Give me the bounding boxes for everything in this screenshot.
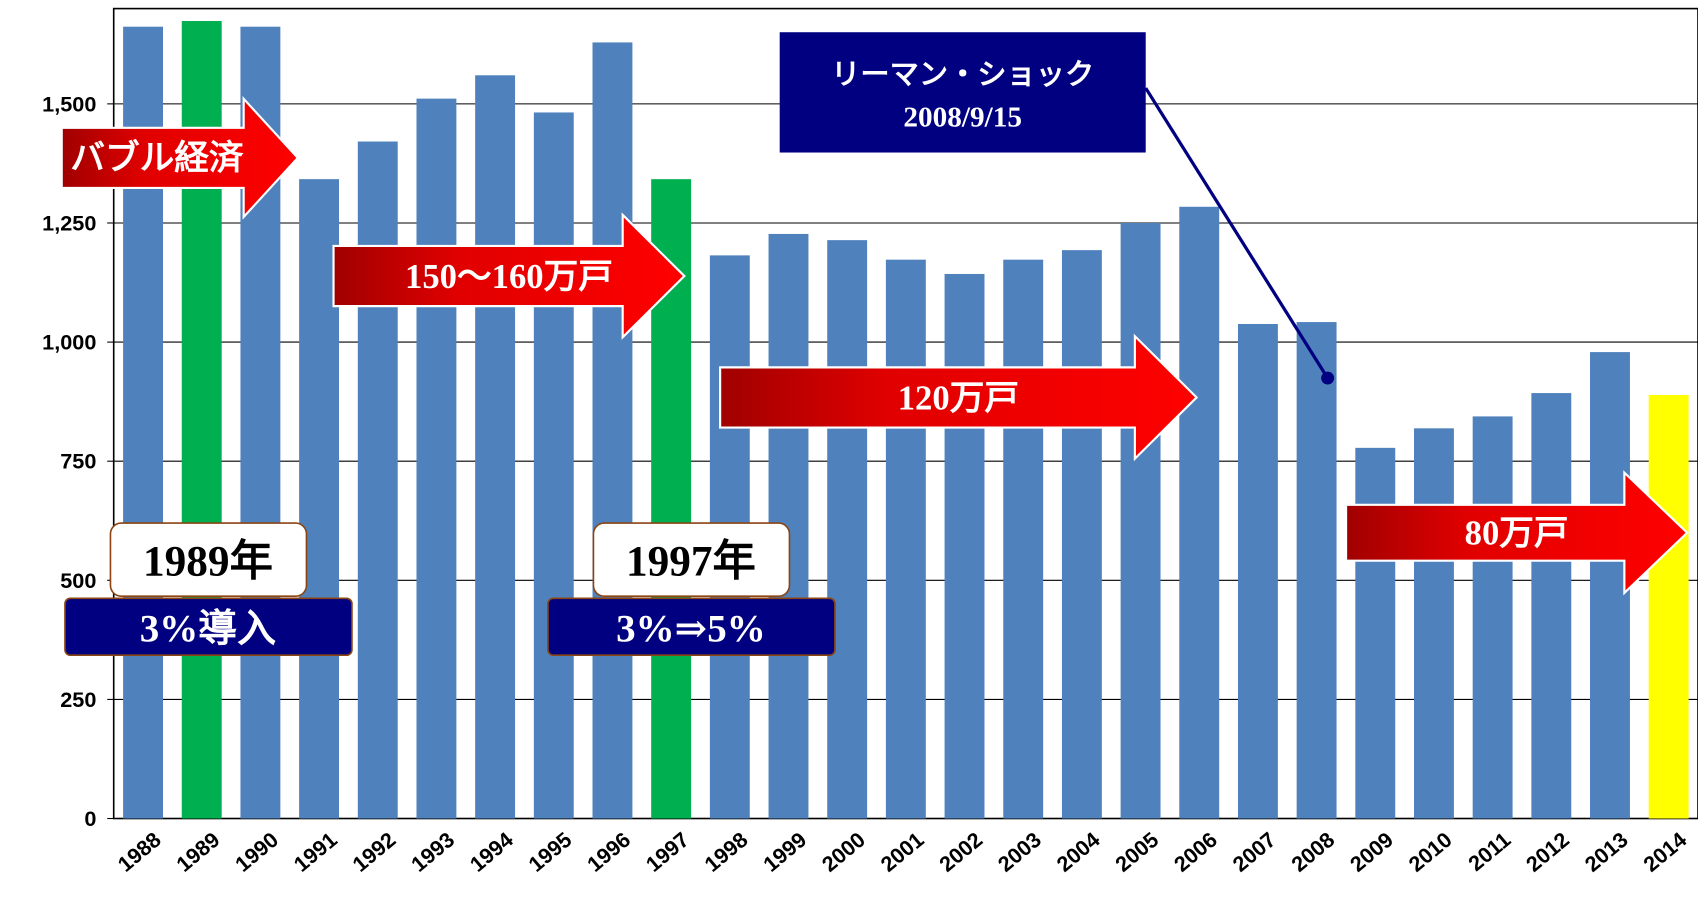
y-tick-label: 1,000	[42, 330, 96, 355]
arrow	[60, 96, 300, 220]
x-tick-label: 2014	[1638, 827, 1691, 877]
bar	[1003, 259, 1044, 819]
bar	[1179, 206, 1220, 819]
x-tick-label: 2009	[1345, 827, 1398, 877]
x-tick-label: 2000	[817, 827, 870, 877]
x-tick-label: 1988	[113, 827, 166, 877]
arrow-label: 150～160万戸	[405, 258, 613, 296]
bar	[533, 112, 574, 819]
bar	[416, 98, 457, 819]
y-tick-label: 500	[60, 568, 96, 593]
bar	[1296, 322, 1337, 819]
x-tick-label: 1995	[523, 827, 576, 877]
lehman-date: 2008/9/15	[903, 102, 1022, 134]
arrow	[1344, 470, 1689, 596]
y-tick-label: 1,250	[42, 211, 96, 236]
year-box	[109, 522, 308, 597]
bar	[475, 75, 516, 819]
x-tick-label: 2008	[1286, 827, 1339, 877]
tax-label: 3%導入	[140, 607, 277, 650]
bar	[827, 240, 868, 819]
bar	[1472, 416, 1513, 819]
x-tick-label: 2004	[1052, 827, 1105, 877]
bar	[1414, 428, 1454, 819]
arrow	[332, 212, 686, 340]
leader-dot	[1321, 371, 1335, 385]
x-tick-label: 1997	[641, 827, 694, 877]
bar	[592, 42, 633, 819]
bar	[1531, 393, 1572, 819]
y-tick-label: 750	[60, 449, 96, 474]
x-tick-label: 2007	[1228, 827, 1281, 877]
x-tick-label: 2013	[1580, 827, 1633, 877]
bar	[944, 273, 985, 819]
y-tick-label: 0	[84, 806, 96, 831]
x-tick-label: 1999	[758, 827, 811, 877]
x-tick-label: 2012	[1521, 827, 1574, 877]
bar	[1061, 250, 1102, 819]
bar	[1648, 394, 1689, 819]
bar	[299, 179, 340, 819]
arrow-label: 80万戸	[1465, 515, 1569, 553]
x-tick-label: 1998	[700, 827, 753, 877]
bar	[1237, 323, 1278, 819]
x-tick-label: 2002	[934, 827, 987, 877]
x-tick-label: 2003	[993, 827, 1046, 877]
lehman-title: リーマン・ショック	[831, 58, 1094, 91]
leader-line	[1144, 87, 1330, 379]
tax-box	[547, 597, 836, 657]
arrow-label: バブル経済	[70, 139, 244, 178]
tax-box	[64, 597, 353, 657]
x-tick-label: 2006	[1169, 827, 1222, 877]
y-tick-label: 1,500	[42, 91, 96, 116]
bar	[1355, 447, 1396, 819]
x-tick-label: 1991	[289, 827, 342, 877]
arrow-label: 120万戸	[898, 379, 1019, 417]
bar	[1120, 222, 1161, 819]
x-tick-label: 2010	[1404, 827, 1457, 877]
x-tick-label: 2005	[1110, 827, 1163, 877]
x-tick-label: 2001	[876, 827, 929, 877]
arrow	[719, 333, 1199, 462]
x-tick-label: 1996	[582, 827, 635, 877]
tax-label: 3%⇒5%	[616, 607, 766, 650]
x-tick-label: 1989	[171, 827, 224, 877]
bar	[357, 141, 398, 819]
year-box	[592, 522, 791, 597]
x-tick-label: 1993	[406, 827, 459, 877]
x-tick-label: 1992	[347, 827, 400, 877]
y-tick-label: 250	[60, 687, 96, 712]
year-label: 1989年	[143, 538, 273, 586]
x-tick-label: 1994	[465, 827, 518, 877]
lehman-box	[779, 32, 1146, 153]
x-tick-label: 2011	[1463, 827, 1515, 876]
bar	[885, 259, 926, 819]
year-label: 1997年	[626, 538, 756, 586]
x-tick-label: 1990	[230, 827, 283, 877]
